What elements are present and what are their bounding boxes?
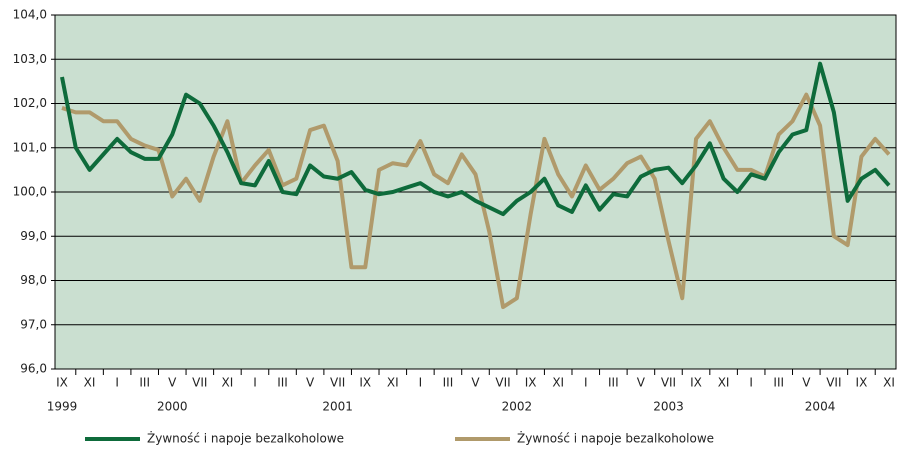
- x-tick-label: III: [277, 376, 288, 390]
- y-tick-label: 101,0: [13, 140, 47, 154]
- x-tick-label: V: [637, 376, 646, 390]
- x-tick-label: IX: [856, 376, 868, 390]
- y-tick-label: 97,0: [20, 317, 47, 331]
- x-group-label: 2000: [157, 400, 188, 414]
- x-tick-label: V: [306, 376, 315, 390]
- x-tick-label: III: [608, 376, 619, 390]
- x-group-label: 1999: [47, 400, 78, 414]
- y-tick-label: 102,0: [13, 96, 47, 110]
- y-tick-label: 98,0: [20, 273, 47, 287]
- x-tick-label: VII: [661, 376, 676, 390]
- x-tick-label: VII: [495, 376, 510, 390]
- data-line: [61, 92, 891, 310]
- x-tick-label: VII: [192, 376, 207, 390]
- x-tick-label: I: [584, 376, 588, 390]
- x-tick-label: VII: [330, 376, 345, 390]
- x-tick-label: XI: [387, 376, 399, 390]
- x-group-label: 2004: [805, 400, 836, 414]
- x-tick-label: IX: [690, 376, 702, 390]
- x-tick-label: XI: [84, 376, 96, 390]
- x-tick-label: III: [773, 376, 784, 390]
- x-tick-label: I: [253, 376, 257, 390]
- x-tick-label: III: [443, 376, 454, 390]
- y-tick-label: 99,0: [20, 229, 47, 243]
- x-tick-label: XI: [552, 376, 564, 390]
- y-tick-label: 103,0: [13, 52, 47, 66]
- x-group-label: 2001: [322, 400, 353, 414]
- x-tick-label: XI: [222, 376, 234, 390]
- x-tick-label: IX: [56, 376, 68, 390]
- x-tick-label: I: [115, 376, 119, 390]
- x-tick-label: I: [419, 376, 423, 390]
- x-tick-label: IX: [359, 376, 371, 390]
- legend-label: Żywność i napoje bezalkoholowe: [147, 431, 344, 446]
- data-line: [60, 61, 891, 217]
- x-tick-label: XI: [883, 376, 895, 390]
- y-tick-label: 100,0: [13, 185, 47, 199]
- y-tick-label: 96,0: [20, 362, 47, 376]
- x-tick-label: I: [749, 376, 753, 390]
- x-tick-label: IX: [525, 376, 537, 390]
- x-tick-label: V: [471, 376, 480, 390]
- x-tick-label: VII: [826, 376, 841, 390]
- x-tick-label: III: [139, 376, 150, 390]
- x-group-label: 2003: [653, 400, 684, 414]
- legend-label: Żywność i napoje bezalkoholowe: [517, 431, 714, 446]
- y-tick-label: 104,0: [13, 8, 47, 22]
- x-tick-label: XI: [718, 376, 730, 390]
- x-group-label: 2002: [502, 400, 533, 414]
- x-tick-label: V: [802, 376, 811, 390]
- x-tick-label: V: [168, 376, 177, 390]
